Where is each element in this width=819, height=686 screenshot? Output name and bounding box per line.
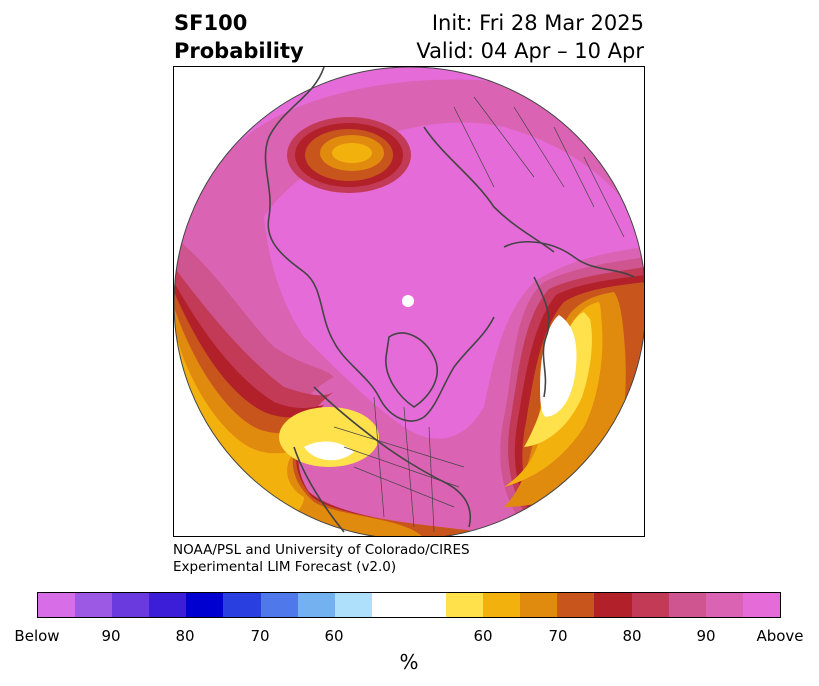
colorbar-tick-label: 60	[473, 627, 493, 645]
colorbar-segment	[149, 593, 187, 617]
colorbar-segment	[297, 593, 335, 617]
colorbar-segment	[334, 593, 372, 617]
colorbar-tick-label: 70	[250, 627, 270, 645]
title-line-2: Probability	[174, 39, 304, 63]
forecast-dates: Init: Fri 28 Mar 2025 Valid: 04 Apr – 10…	[416, 9, 644, 65]
colorbar-segment	[668, 593, 706, 617]
field-white-west	[304, 441, 354, 461]
map-title: SF100 Probability	[174, 9, 304, 65]
coastline-2	[503, 241, 635, 278]
colorbar-segment	[483, 593, 521, 617]
colorbar-segment	[186, 593, 224, 617]
colorbar-segment	[520, 593, 558, 617]
pole-hole	[402, 295, 414, 307]
blob-amber	[332, 143, 372, 163]
colorbar-tick-label: 90	[101, 627, 121, 645]
coastlines	[264, 67, 635, 533]
colorbar-unit: %	[399, 650, 419, 674]
init-date: Init: Fri 28 Mar 2025	[431, 11, 644, 35]
colorbar-segment	[75, 593, 113, 617]
valid-range: Valid: 04 Apr – 10 Apr	[416, 39, 644, 63]
colorbar-segment	[631, 593, 669, 617]
country-borders	[453, 96, 625, 238]
map-panel	[173, 66, 645, 537]
colorbar-segment	[223, 593, 261, 617]
state-borders	[333, 396, 465, 533]
coastline-greenland	[385, 332, 439, 408]
colorbar-segment	[371, 593, 447, 617]
colorbar-segment	[742, 593, 780, 617]
coastline-6	[423, 126, 555, 253]
colorbar-segment	[112, 593, 150, 617]
title-line-1: SF100	[174, 11, 248, 35]
colorbar-tick-label: 90	[696, 627, 716, 645]
probability-field	[174, 67, 644, 536]
field-north-pink	[174, 67, 644, 197]
colorbar	[37, 592, 781, 618]
coastline-5	[293, 446, 345, 533]
colorbar-segment	[705, 593, 743, 617]
colorbar-tick-label: 80	[622, 627, 642, 645]
colorbar-segment	[260, 593, 298, 617]
colorbar-tick-label: Above	[756, 627, 804, 645]
credit-line-1: NOAA/PSL and University of Colorado/CIRE…	[173, 542, 470, 558]
colorbar-tick-label: 60	[324, 627, 344, 645]
borders	[333, 96, 625, 533]
colorbar-tick-label: 70	[548, 627, 568, 645]
credit-line-2: Experimental LIM Forecast (v2.0)	[173, 559, 397, 575]
field-east-white	[540, 315, 577, 417]
coastline-4	[313, 386, 471, 528]
colorbar-segment	[446, 593, 484, 617]
colorbar-segment	[594, 593, 632, 617]
colorbar-tick-label: Below	[14, 627, 60, 645]
coastline-1	[264, 67, 495, 422]
credit-text: NOAA/PSL and University of Colorado/CIRE…	[173, 542, 470, 576]
coastline-3	[533, 276, 550, 398]
colorbar-segment	[557, 593, 595, 617]
colorbar-tick-label: 80	[175, 627, 195, 645]
probability-map	[174, 67, 644, 536]
colorbar-segment	[38, 593, 76, 617]
field-polar-pink	[264, 122, 644, 439]
